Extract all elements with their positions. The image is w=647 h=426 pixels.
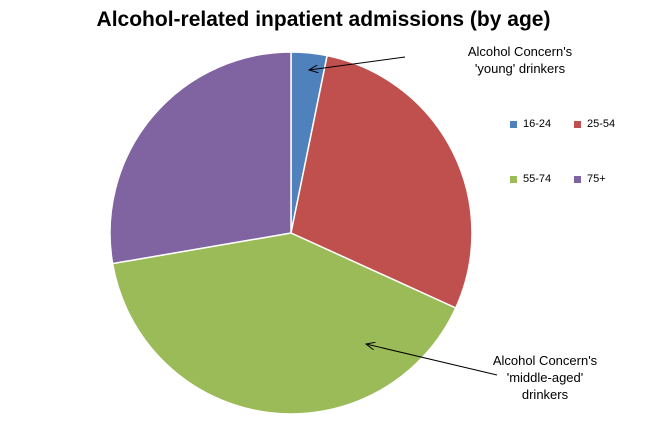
pie-slice-55-74 [111, 232, 457, 415]
chart-title: Alcohol-related inpatient admissions (by… [96, 8, 551, 31]
legend-label: 16-24 [523, 118, 552, 130]
legend-label: 55-74 [523, 173, 552, 185]
legend-swatch [574, 175, 581, 183]
annotation-middle-aged-drinkers: Alcohol Concern's 'middle-aged' drinkers [492, 353, 598, 402]
legend-label: 25-54 [587, 118, 616, 130]
legend-item-75+: 75+ [574, 173, 606, 185]
legend-item-16-24: 16-24 [510, 118, 551, 130]
legend-label: 75+ [587, 173, 606, 185]
pie-slice-75+ [109, 51, 292, 265]
legend-swatch [510, 175, 517, 183]
annotation-arrow-young [309, 56, 406, 70]
legend-item-55-74: 55-74 [510, 173, 551, 185]
annotation-young-drinkers: Alcohol Concern's 'young' drinkers [467, 44, 573, 76]
legend-swatch [574, 120, 581, 128]
legend-swatch [510, 120, 517, 128]
pie-slice-25-54 [290, 54, 473, 309]
legend-item-25-54: 25-54 [574, 118, 615, 130]
annotation-arrow-middle-aged [366, 344, 498, 376]
